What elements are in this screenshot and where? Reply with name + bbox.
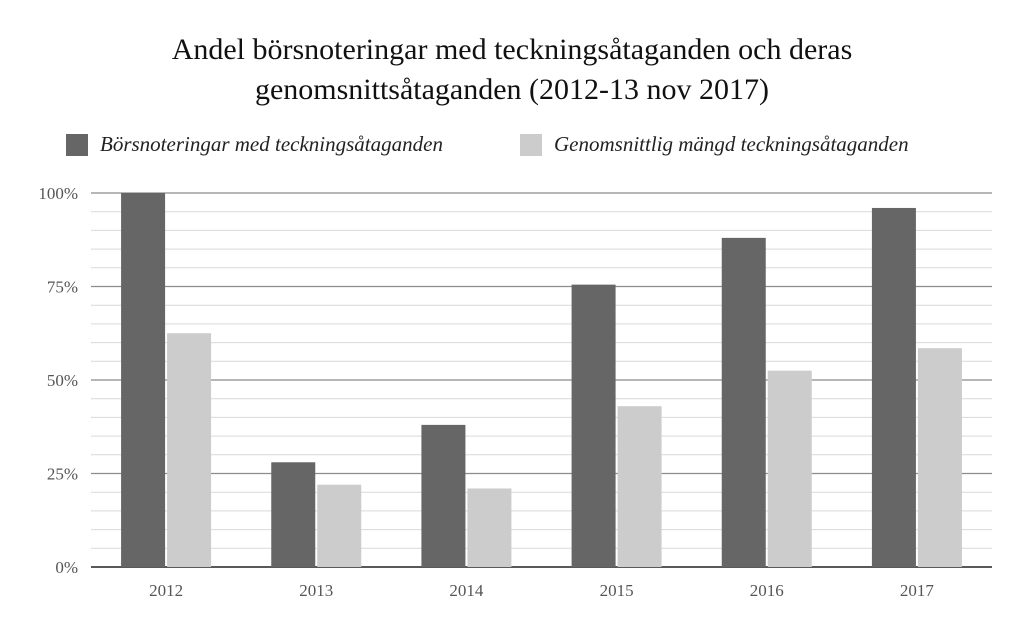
y-tick-label: 50%	[47, 371, 78, 390]
chart-title-line-2: genomsnittsåtaganden (2012-13 nov 2017)	[254, 73, 770, 106]
x-tick-label: 2017	[900, 581, 935, 600]
legend-swatch-series-2	[520, 133, 542, 156]
chart-title: Andel börsnoteringar med teckningsåtagan…	[0, 30, 1024, 110]
bar-series-1-2013	[271, 462, 316, 567]
x-tick-label: 2014	[449, 581, 484, 600]
bar-series-1-2014	[421, 424, 466, 567]
bar-series-2-2016	[767, 370, 812, 567]
bar-series-1-2015	[571, 284, 616, 567]
bar-series-2-2015	[617, 406, 662, 567]
y-tick-label: 25%	[47, 465, 78, 484]
legend-label-series-2: Genomsnittlig mängd teckningsåtaganden	[554, 132, 909, 156]
legend-item-series-2: Genomsnittlig mängd teckningsåtaganden	[520, 132, 909, 157]
legend-label-series-1: Börsnoteringar med teckningsåtaganden	[100, 132, 443, 156]
legend-item-series-1: Börsnoteringar med teckningsåtaganden	[66, 132, 443, 157]
y-tick-label: 75%	[47, 278, 78, 297]
legend-swatch-series-1	[66, 133, 88, 156]
y-tick-label: 100%	[38, 184, 78, 203]
x-tick-label: 2013	[299, 581, 333, 600]
bar-series-1-2016	[721, 237, 766, 567]
bar-series-1-2017	[871, 207, 916, 567]
bar-series-2-2014	[467, 488, 512, 567]
bar-series-1-2012	[121, 193, 166, 567]
chart-title-line-1: Andel börsnoteringar med teckningsåtagan…	[171, 33, 853, 66]
x-tick-label: 2015	[600, 581, 634, 600]
y-tick-label: 0%	[55, 558, 78, 577]
legend: Börsnoteringar med teckningsåtaganden Ge…	[0, 132, 1024, 162]
bar-series-2-2012	[167, 333, 212, 567]
bar-series-2-2017	[917, 348, 962, 567]
bar-series-2-2013	[317, 484, 362, 567]
x-tick-label: 2012	[149, 581, 183, 600]
x-tick-label: 2016	[750, 581, 784, 600]
